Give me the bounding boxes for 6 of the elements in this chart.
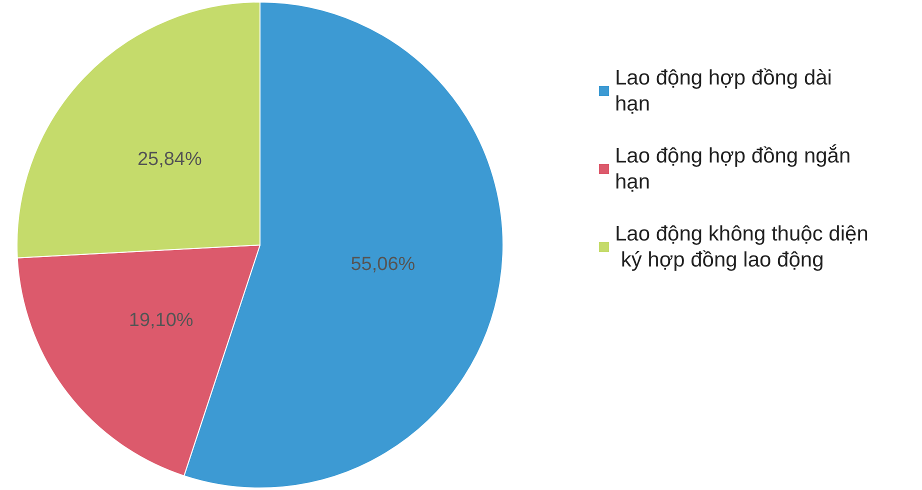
legend-label: Lao động hợp đồng ngắn hạn: [615, 144, 856, 194]
data-label: 19,10%: [128, 310, 194, 332]
data-label: 55,06%: [350, 254, 416, 276]
legend-label: Lao động không thuộc diện ký hợp đồng lao động: [615, 222, 868, 272]
legend-label: Lao động hợp đồng dài hạn: [615, 66, 838, 116]
data-label: 25,84%: [137, 148, 202, 170]
